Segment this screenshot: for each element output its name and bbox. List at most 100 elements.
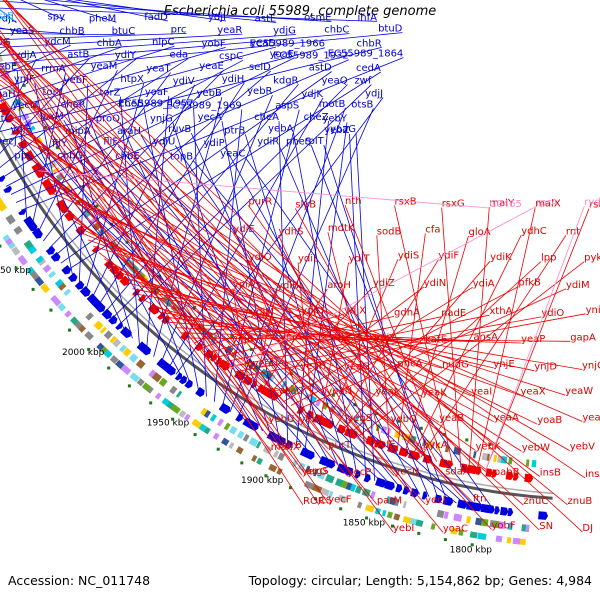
gene-leader-line <box>0 58 37 130</box>
gene-leader-line <box>0 68 303 476</box>
category-block <box>317 470 326 480</box>
gene-label: yebA <box>268 124 293 135</box>
gene-label: yecA <box>198 112 223 123</box>
category-block <box>17 254 28 266</box>
gene-leader-line <box>0 46 122 91</box>
category-block <box>228 442 235 450</box>
gene-label: ydiL <box>298 254 319 265</box>
reverse-gene-arrow <box>109 264 120 275</box>
gene-label: otsB <box>351 99 373 110</box>
gene-leader-line <box>78 83 89 285</box>
gene-leader-line <box>0 58 137 168</box>
tick-dot <box>68 328 71 332</box>
gene-label: lpxM <box>40 111 64 122</box>
category-block <box>386 427 392 436</box>
gene-label: yebS <box>347 413 372 424</box>
gene-label: yeaI <box>471 387 492 398</box>
gene-leader-line <box>0 37 304 506</box>
category-block <box>386 511 394 519</box>
gene-label: ynjE <box>493 359 514 370</box>
forward-gene-arrow <box>402 485 410 495</box>
gene-label: yebK <box>476 441 501 452</box>
category-block <box>364 504 375 513</box>
gene-leader-line <box>98 82 245 306</box>
category-block <box>109 335 117 344</box>
gene-leader-line <box>0 33 243 48</box>
forward-gene-arrow <box>507 507 514 517</box>
gene-leader-line <box>5 0 540 531</box>
gene-label: ydiM <box>566 280 590 291</box>
gene-leader-line <box>73 0 227 22</box>
gene-label: lpp <box>541 253 556 264</box>
gene-label: chbE <box>115 151 140 162</box>
gene-label: yeaT <box>146 64 171 75</box>
gene-label: gapA <box>570 332 596 343</box>
category-block <box>415 519 424 527</box>
category-block <box>129 372 140 383</box>
gene-label: EC55989_1932 <box>273 51 349 62</box>
category-block <box>495 535 503 543</box>
forward-gene-arrow <box>248 420 259 432</box>
gene-label: yoaH <box>0 89 16 100</box>
gene-label: yeaJ <box>267 386 288 397</box>
forward-gene-arrow <box>395 483 403 493</box>
tick-label: 1950 kbp <box>147 419 190 429</box>
gene-label: pykF <box>584 253 600 264</box>
gene-label: pfkB <box>518 278 541 289</box>
gene-leader-line <box>0 75 495 477</box>
reverse-gene-arrow <box>157 311 166 320</box>
forward-gene-arrow <box>374 477 387 488</box>
gene-label: xthA <box>489 306 512 317</box>
tick-dot <box>14 266 18 270</box>
forward-gene-arrow <box>3 185 12 193</box>
gene-label: nlpC <box>152 37 174 48</box>
gene-label: prc <box>171 24 187 35</box>
gene-label: ydjA <box>15 50 37 61</box>
category-block <box>313 469 319 477</box>
category-block <box>13 225 23 235</box>
gene-label: ydjK <box>301 89 323 100</box>
category-block <box>5 214 16 225</box>
tick-dot <box>465 438 469 442</box>
category-block <box>304 465 311 474</box>
reverse-gene-arrow <box>505 471 514 481</box>
category-block <box>506 537 512 544</box>
gene-label: yebV <box>570 442 595 453</box>
gene-label: ydiF <box>438 251 459 262</box>
gene-leader-line <box>0 63 307 476</box>
category-block <box>183 413 191 421</box>
gene-label: ydjX <box>344 305 366 316</box>
tick-dot <box>171 417 175 421</box>
gene-leader-line <box>0 35 426 505</box>
category-block <box>251 454 258 462</box>
gene-label: aspS <box>275 101 299 112</box>
gene-label: mdtK <box>328 223 355 234</box>
gene-leader-line <box>0 28 85 36</box>
tick-dot <box>365 516 368 520</box>
gene-label: osmE <box>304 13 331 24</box>
gene-label: ydiZ <box>373 278 395 289</box>
gene-label: ynjC <box>582 361 600 372</box>
reverse-gene-arrow <box>119 275 130 286</box>
gene-label: rstB <box>589 200 600 211</box>
tick-dot <box>339 507 343 511</box>
gene-leader-line <box>248 205 430 460</box>
forward-gene-arrow <box>61 265 72 275</box>
gene-leader-line <box>420 235 567 458</box>
gene-label: cutC <box>0 114 12 125</box>
category-block <box>498 521 505 530</box>
gene-label: znuB <box>568 496 593 507</box>
reverse-gene-arrow <box>328 420 334 430</box>
category-block <box>147 386 154 394</box>
tick-dot <box>417 531 421 535</box>
category-block <box>469 531 478 539</box>
gene-label: ydiB <box>277 281 299 292</box>
tick-label: 1900 kbp <box>241 476 284 486</box>
category-block <box>507 522 513 531</box>
category-block <box>394 498 400 507</box>
gene-leader-line <box>355 132 375 481</box>
category-block <box>0 202 8 212</box>
gene-leader-line <box>2 0 583 533</box>
gene-leader-line <box>192 160 485 509</box>
gene-leader-line <box>0 67 349 477</box>
